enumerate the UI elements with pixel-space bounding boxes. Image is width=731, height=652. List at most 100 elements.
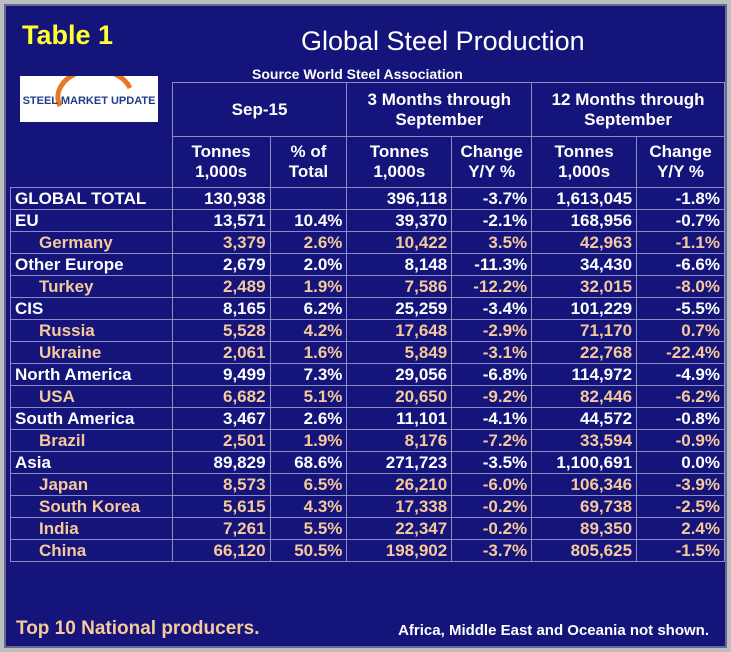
cell: -3.1% [451,341,533,364]
cell: 71,170 [531,319,638,342]
source: Source World Steel Association [252,66,463,82]
cell: 396,118 [346,187,453,210]
row-name: EU [10,209,173,232]
cell: 17,648 [346,319,453,342]
footer-note: Top 10 National producers. [16,618,260,639]
cell: -6.2% [636,385,725,408]
title: Global Steel Production [301,26,585,56]
cell: 5,615 [171,495,271,518]
cell: 20,650 [346,385,453,408]
cell: 22,768 [531,341,638,364]
cell: -1.1% [636,231,725,254]
header-line: 1,000s [373,162,426,181]
cell: 33,594 [531,429,638,452]
cell: 5.5% [269,517,348,540]
blank-cell [11,137,173,188]
data-row: Brazil 2,501 1.9% 8,176 -7.2% 33,594 -0.9% [10,429,725,452]
cell: 2.0% [269,253,348,276]
subheader: Change Y/Y % [451,136,533,188]
cell: -0.9% [636,429,725,452]
data-row: Other Europe 2,679 2.0% 8,148 -11.3% 34,430 -6… [10,253,725,276]
cell: 1.9% [269,275,348,298]
row-name: USA [10,385,173,408]
cell: 168,956 [531,209,638,232]
cell: 29,056 [346,363,453,386]
cell: 1,613,045 [531,187,638,210]
cell: -3.5% [451,451,533,474]
row-name: South America [10,407,173,430]
data-row: GLOBAL TOTAL 130,938 396,118 -3.7% 1,613,045… [10,187,725,210]
data-row: Asia 89,829 68.6% 271,723 -3.5% 1,100,691 0.0% [10,451,725,474]
cell: -4.9% [636,363,725,386]
header-line: Change [649,142,712,161]
cell: -3.7% [451,187,533,210]
cell: 5,849 [346,341,453,364]
subheader-row: Tonnes 1,000s% of Total Tonnes 1,000s Change Y… [11,136,725,188]
data-row: Turkey 2,489 1.9% 7,586 -12.2% 32,015 -8.0% [10,275,725,298]
cell: 6,682 [171,385,271,408]
cell: 5.1% [269,385,348,408]
cell: 805,625 [531,539,638,562]
cell: 44,572 [531,407,638,430]
cell: -3.9% [636,473,725,496]
logo: STEEL MARKET UPDATE [20,67,158,122]
cell: 11,101 [346,407,453,430]
cell: -22.4% [636,341,725,364]
header-line: September [584,109,673,129]
subheader: % of Total [269,136,348,188]
data-row: South America 3,467 2.6% 11,101 -4.1% 44,572-… [10,407,725,430]
cell: -8.0% [636,275,725,298]
cell: 22,347 [346,517,453,540]
cell: -6.6% [636,253,725,276]
cell: -12.2% [451,275,533,298]
cell: 4.3% [269,495,348,518]
cell: 3,379 [171,231,271,254]
cell: 1.6% [269,341,348,364]
subheader: Tonnes 1,000s [531,136,638,188]
cell: 2,061 [171,341,271,364]
cell: 1.9% [269,429,348,452]
cell: 39,370 [346,209,453,232]
cell: -6.0% [451,473,533,496]
cell: -0.2% [451,517,533,540]
cell: 25,259 [346,297,453,320]
table-label: Table 1 [22,20,114,50]
cell: 26,210 [346,473,453,496]
cell: 32,015 [531,275,638,298]
data-row: India 7,261 5.5% 22,347 -0.2% 89,350 2.4% [10,517,725,540]
cell: 10,422 [346,231,453,254]
cell: -11.3% [451,253,533,276]
cell: 9,499 [171,363,271,386]
cell: 7,586 [346,275,453,298]
cell: -0.8% [636,407,725,430]
header-line: Tonnes [554,142,614,161]
data-row: China 66,120 50.5% 198,902 -3.7% 805,625 -1.5% [10,539,725,562]
row-name: China [10,539,173,562]
row-name: India [10,517,173,540]
cell: -0.2% [451,495,533,518]
cell: -2.1% [451,209,533,232]
row-name: Other Europe [10,253,173,276]
cell: 1,100,691 [531,451,638,474]
header-line: 3 Months through [367,89,512,109]
header-line: % of [290,142,327,161]
row-name: Russia [10,319,173,342]
table: Sep-15 3 Months through September 12 Months… [10,82,725,562]
frame: Table 1 Global Steel Production Source W… [4,4,727,648]
cell: 34,430 [531,253,638,276]
group-header: Sep-15 [171,82,348,137]
logo-text: STEEL MARKET UPDATE [23,95,156,107]
cell: 8,148 [346,253,453,276]
cell: -7.2% [451,429,533,452]
header-line: Y/Y % [468,162,516,181]
cell: 2.6% [269,231,348,254]
cell: -2.5% [636,495,725,518]
cell: 7,261 [171,517,271,540]
cell: 66,120 [171,539,271,562]
data-row: Germany 3,379 2.6% 10,422 3.5% 42,963 -1.1% [10,231,725,254]
header-line: 12 Months through [551,89,705,109]
cell: 2.6% [269,407,348,430]
cell: 0.0% [636,451,725,474]
cell: 130,938 [171,187,271,210]
data-row: Japan 8,573 6.5% 26,210 -6.0% 106,346 -3.9% [10,473,725,496]
